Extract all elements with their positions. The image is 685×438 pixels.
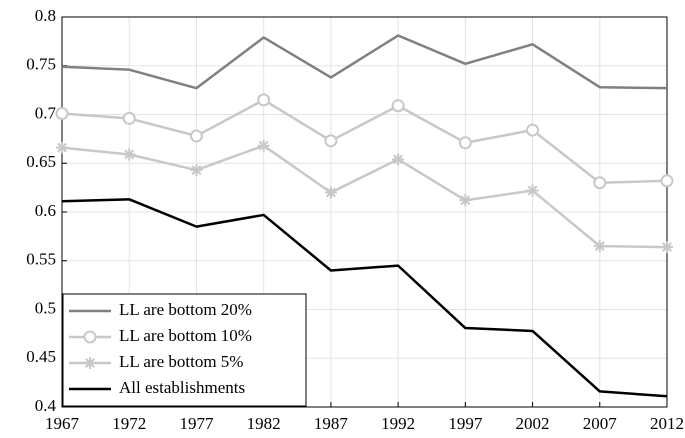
y-tick-label: 0.7 bbox=[35, 103, 57, 122]
x-tick-label: 2012 bbox=[650, 414, 684, 433]
marker bbox=[56, 141, 68, 154]
x-tick-label: 1967 bbox=[45, 414, 80, 433]
marker bbox=[123, 148, 136, 161]
legend-marker bbox=[84, 357, 96, 369]
x-tick-label: 2002 bbox=[516, 414, 550, 433]
marker bbox=[189, 129, 203, 143]
x-tick-label: 1982 bbox=[247, 414, 281, 433]
marker bbox=[661, 241, 673, 254]
marker bbox=[593, 240, 606, 253]
y-tick-label: 0.75 bbox=[26, 55, 56, 74]
marker bbox=[324, 186, 337, 199]
y-tick-label: 0.8 bbox=[35, 6, 56, 25]
legend-marker bbox=[83, 330, 97, 344]
x-tick-label: 1977 bbox=[179, 414, 214, 433]
x-tick-label: 1997 bbox=[448, 414, 483, 433]
series-line bbox=[61, 34, 668, 90]
legend-box bbox=[62, 293, 307, 407]
marker bbox=[593, 176, 607, 190]
y-tick-label: 0.4 bbox=[35, 396, 57, 415]
y-tick-label: 0.5 bbox=[35, 298, 56, 317]
marker bbox=[257, 93, 271, 107]
x-tick-label: 1972 bbox=[112, 414, 146, 433]
y-tick-label: 0.6 bbox=[35, 201, 56, 220]
marker bbox=[190, 164, 203, 177]
legend-label: LL are bottom 10% bbox=[119, 326, 252, 345]
marker bbox=[526, 123, 540, 137]
legend: LL are bottom 20% LL are bottom 10% LL are… bbox=[62, 293, 307, 407]
series-line bbox=[61, 144, 668, 249]
y-tick-label: 0.55 bbox=[26, 250, 56, 269]
marker bbox=[55, 107, 69, 121]
marker bbox=[391, 99, 405, 113]
marker bbox=[257, 139, 270, 152]
marker bbox=[660, 174, 674, 188]
marker bbox=[459, 194, 472, 207]
marker bbox=[324, 134, 338, 148]
marker bbox=[526, 184, 539, 197]
series-line bbox=[61, 198, 668, 398]
legend-label: All establishments bbox=[119, 378, 245, 397]
marker bbox=[392, 153, 405, 166]
x-tick-label: 2007 bbox=[583, 414, 618, 433]
x-tick-label: 1987 bbox=[314, 414, 349, 433]
legend-label: LL are bottom 5% bbox=[119, 352, 243, 371]
legend-label: LL are bottom 20% bbox=[119, 300, 252, 319]
x-tick-label: 1992 bbox=[381, 414, 415, 433]
y-tick-label: 0.45 bbox=[26, 347, 56, 366]
y-tick-label: 0.65 bbox=[26, 152, 56, 171]
marker bbox=[122, 111, 136, 125]
series-line bbox=[61, 98, 668, 184]
plot-frame bbox=[61, 16, 668, 408]
marker bbox=[458, 136, 472, 150]
